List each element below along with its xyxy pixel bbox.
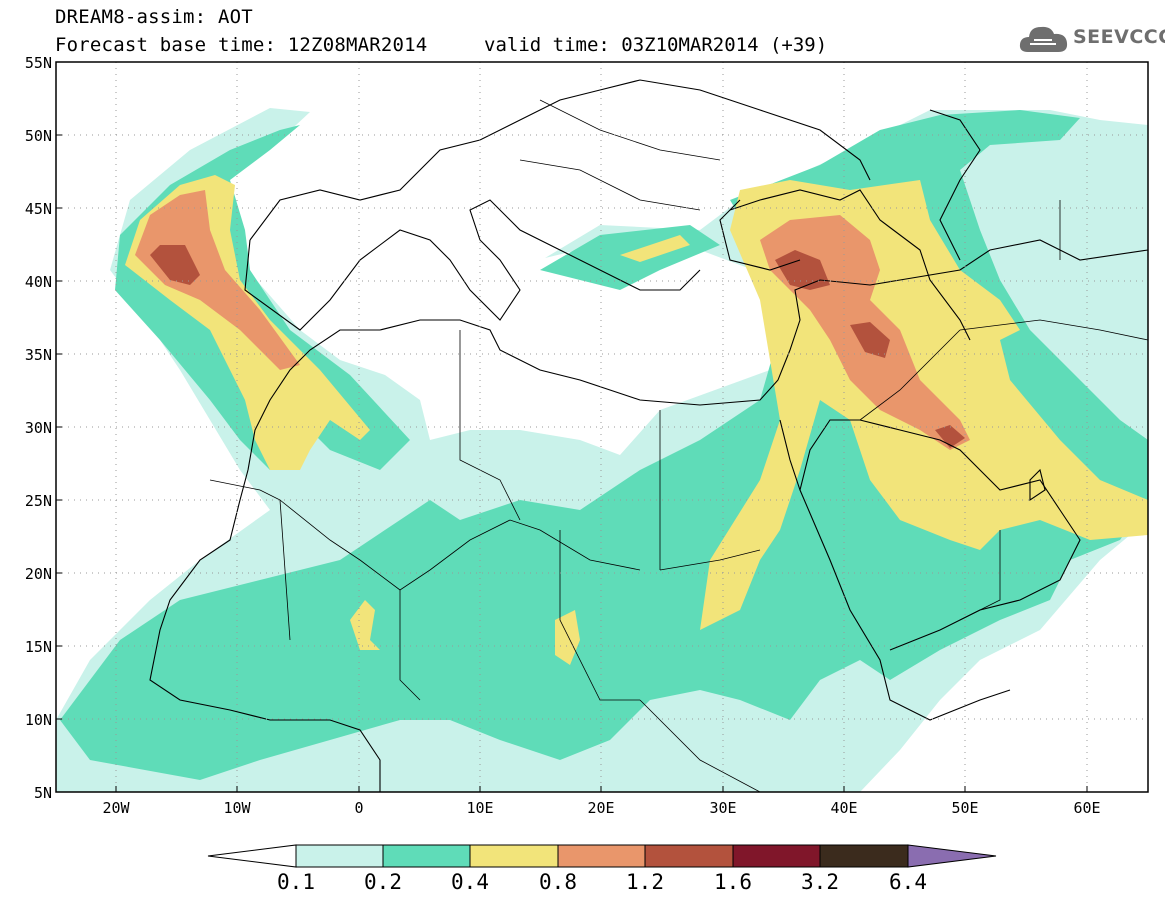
lat-label: 45N [24, 200, 52, 218]
lat-label: 30N [24, 419, 52, 437]
lat-label: 25N [24, 492, 52, 510]
lon-label: 60E [1073, 799, 1101, 817]
colorbar-swatch-3 [469, 844, 559, 868]
colorbar-label: 1.6 [714, 870, 752, 894]
colorbar-label: 1.2 [626, 870, 664, 894]
colorbar-label: 3.2 [801, 870, 839, 894]
colorbar-label: 0.4 [451, 870, 489, 894]
aot-field [56, 108, 1148, 792]
colorbar [207, 844, 997, 868]
colorbar-swatch-1 [295, 844, 384, 868]
coastlines [149, 79, 1148, 792]
lon-label: 0 [354, 799, 364, 817]
colorbar-swatch-7 [819, 844, 909, 868]
colorbar-label: 0.2 [364, 870, 402, 894]
lat-label: 40N [24, 273, 52, 291]
valid-time: valid time: 03Z10MAR2014 (+39) [484, 34, 828, 56]
colorbar-swatch-5 [644, 844, 734, 868]
lat-label: 35N [24, 346, 52, 364]
borders [209, 99, 1148, 792]
colorbar-swatch-6 [732, 844, 821, 868]
colorbar-swatch-4 [557, 844, 646, 868]
lon-label: 10E [466, 799, 494, 817]
lat-label: 15N [24, 638, 52, 656]
grid-lines [56, 62, 1148, 792]
map-title: DREAM8-assim: AOT [55, 6, 253, 28]
lat-label: 10N [24, 711, 52, 729]
axis-ticks [56, 134, 1088, 792]
colorbar-swatch-2 [382, 844, 471, 868]
lon-label: 40E [830, 799, 858, 817]
lat-label: 55N [24, 54, 52, 72]
lon-label: 10W [223, 799, 251, 817]
colorbar-label: 6.4 [889, 870, 927, 894]
seevccc-logo: SEEVCCC [1018, 22, 1165, 56]
colorbar-over-triangle [907, 844, 997, 868]
lat-label: 50N [24, 127, 52, 145]
lat-label: 5N [33, 784, 52, 802]
forecast-base-time: Forecast base time: 12Z08MAR2014 [55, 34, 428, 56]
cloud-icon [1019, 26, 1068, 52]
lon-label: 30E [709, 799, 737, 817]
colorbar-label: 0.8 [539, 870, 577, 894]
logo-text: SEEVCCC [1073, 26, 1165, 48]
lat-label: 20N [24, 565, 52, 583]
lon-label: 50E [951, 799, 979, 817]
colorbar-label: 0.1 [277, 870, 315, 894]
map-frame [55, 61, 1149, 793]
lon-label: 20E [587, 799, 615, 817]
lon-label: 20W [102, 799, 130, 817]
colorbar-under-triangle [207, 844, 297, 868]
